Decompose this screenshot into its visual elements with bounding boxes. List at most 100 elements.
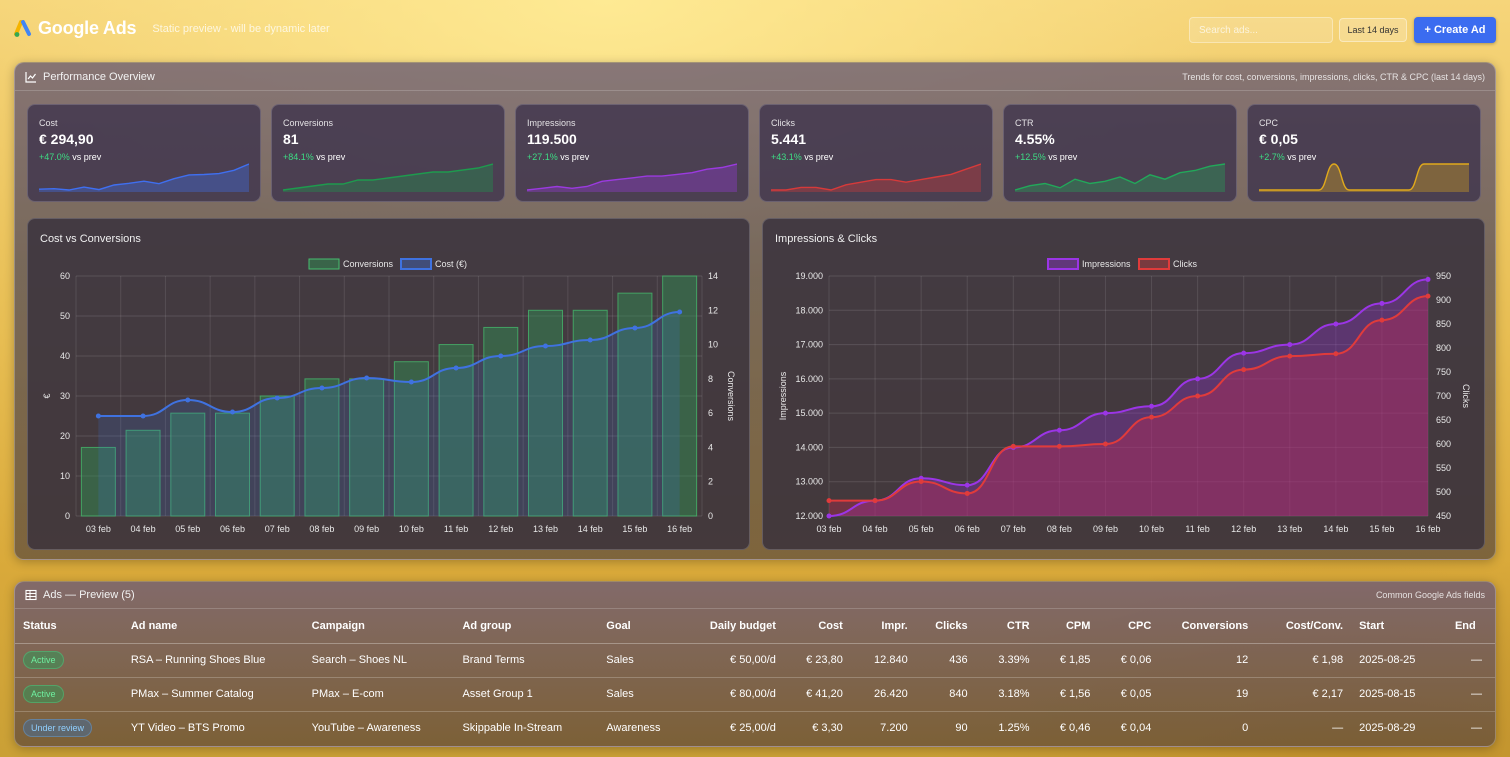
cost-point[interactable] [408,379,414,385]
clicks-point[interactable] [1333,351,1339,357]
bar-conversions[interactable] [304,378,340,517]
kpi-card-cost[interactable]: Cost € 294,90 +47.0% vs prev [27,104,261,202]
cost-point[interactable] [140,413,146,419]
kpi-card-conversions[interactable]: Conversions 81 +84.1% vs prev [271,104,505,202]
cost-point[interactable] [185,397,191,403]
impressions-point[interactable] [826,513,832,519]
impressions-point[interactable] [1241,350,1247,356]
bar-conversions[interactable] [393,361,429,517]
clicks-point[interactable] [918,478,924,484]
x-tick: 04 feb [131,524,156,534]
clicks-point[interactable] [826,498,832,504]
sparkline-line [283,163,493,191]
bar-conversions[interactable] [259,395,295,517]
bar-conversions[interactable] [438,344,474,517]
impressions-point[interactable] [1425,276,1431,282]
cost-point[interactable] [543,343,548,349]
kpi-card-clicks[interactable]: Clicks 5.441 +43.1% vs prev [759,104,993,202]
cost-point[interactable] [498,353,504,359]
cost-point[interactable] [587,337,593,343]
impressions-point[interactable] [1102,410,1108,416]
clicks-point[interactable] [964,490,970,496]
column-header[interactable]: CPM [1037,609,1099,644]
column-header[interactable]: Status [15,609,123,644]
impressions-point[interactable] [1149,403,1155,409]
create-ad-button[interactable]: + Create Ad [1414,17,1496,43]
cell-ctr: 3.39% [975,643,1038,678]
clicks-point[interactable] [1287,353,1293,359]
bar-conversions[interactable] [572,309,608,517]
cost-area [98,312,680,516]
column-header[interactable]: Ad name [122,609,304,644]
legend-swatch-cost[interactable] [400,258,432,270]
cost-point[interactable] [230,409,235,415]
column-header[interactable]: Start [1351,609,1447,644]
table-row[interactable]: Active RSA – Running Shoes Blue Search – S… [15,643,1495,678]
search-input[interactable] [1189,17,1333,43]
impressions-point[interactable] [1195,376,1201,382]
column-header[interactable]: End [1446,609,1495,644]
impressions-point[interactable] [1287,342,1293,348]
impressions-clicks-chart: Impressions & Clicks 12.000 13.000 14.000 1… [762,218,1485,550]
impressions-point[interactable] [1333,321,1339,327]
kpi-label: CTR [1015,118,1034,128]
legend-swatch-conversions[interactable] [308,258,340,270]
clicks-point[interactable] [1379,317,1385,323]
x-tick: 11 feb [1185,524,1209,534]
clicks-point[interactable] [1056,443,1062,449]
bar-conversions[interactable] [80,446,116,517]
column-header[interactable]: CPC [1098,609,1160,644]
cell-start: 2025-08-29 [1359,722,1416,735]
bar-conversions[interactable] [125,429,161,517]
google-ads-logo-icon [14,19,31,37]
column-header[interactable]: Impr. [850,609,916,644]
column-header[interactable]: Cost [783,609,851,644]
clicks-point[interactable] [1102,441,1108,447]
column-header[interactable]: Clicks [915,609,976,644]
clicks-point[interactable] [1010,443,1016,449]
impressions-point[interactable] [964,482,970,488]
x-tick: 08 feb [1047,524,1072,534]
cell-budget: € 50,00/d [678,643,784,678]
legend-swatch-impressions[interactable] [1047,258,1079,270]
chart-legend: Conversions Cost (€) [308,258,467,270]
column-header[interactable]: Ad group [454,609,599,644]
bar-conversions[interactable] [483,326,519,517]
cost-point[interactable] [364,375,370,381]
column-header[interactable]: CTR [975,609,1038,644]
column-header[interactable]: Daily budget [678,609,784,644]
clicks-point[interactable] [1241,367,1247,373]
cell-goal: Awareness [606,722,661,735]
cost-point[interactable] [95,413,101,419]
impressions-point[interactable] [1379,300,1385,306]
clicks-point[interactable] [1425,293,1431,299]
impressions-point[interactable] [1056,427,1062,433]
legend-label-impressions: Impressions [1082,259,1131,269]
clicks-point[interactable] [1195,393,1201,399]
kpi-card-cpc[interactable]: CPC € 0,05 +2.7% vs prev [1247,104,1481,202]
cost-point[interactable] [453,365,459,371]
kpi-card-ctr[interactable]: CTR 4.55% +12.5% vs prev [1003,104,1237,202]
clicks-point[interactable] [1149,414,1155,420]
bar-conversions[interactable] [170,412,206,517]
y-tick-right: 10 [708,340,718,350]
column-header[interactable]: Cost/Conv. [1256,609,1352,644]
cost-point[interactable] [274,395,280,401]
legend-swatch-clicks[interactable] [1138,258,1170,270]
table-row[interactable]: Active PMax – Summer Catalog PMax – E-com A… [15,677,1495,712]
bar-conversions[interactable] [349,378,385,517]
column-header[interactable]: Goal [598,609,679,644]
bar-conversions[interactable] [215,412,250,517]
table-row[interactable]: Under review YT Video – BTS Promo YouTube … [15,711,1495,745]
column-header[interactable]: Conversions [1159,609,1257,644]
cost-point[interactable] [632,325,638,331]
kpi-card-impressions[interactable]: Impressions 119.500 +27.1% vs prev [515,104,749,202]
column-header[interactable]: Campaign [303,609,455,644]
cost-point[interactable] [319,385,325,391]
cell-cpc: € 0,05 [1098,677,1160,712]
clicks-point[interactable] [872,498,878,504]
date-range-button[interactable]: Last 14 days [1339,18,1407,42]
bar-conversions[interactable] [662,275,698,517]
cost-point[interactable] [677,309,683,315]
y-tick-right: 600 [1436,439,1451,449]
